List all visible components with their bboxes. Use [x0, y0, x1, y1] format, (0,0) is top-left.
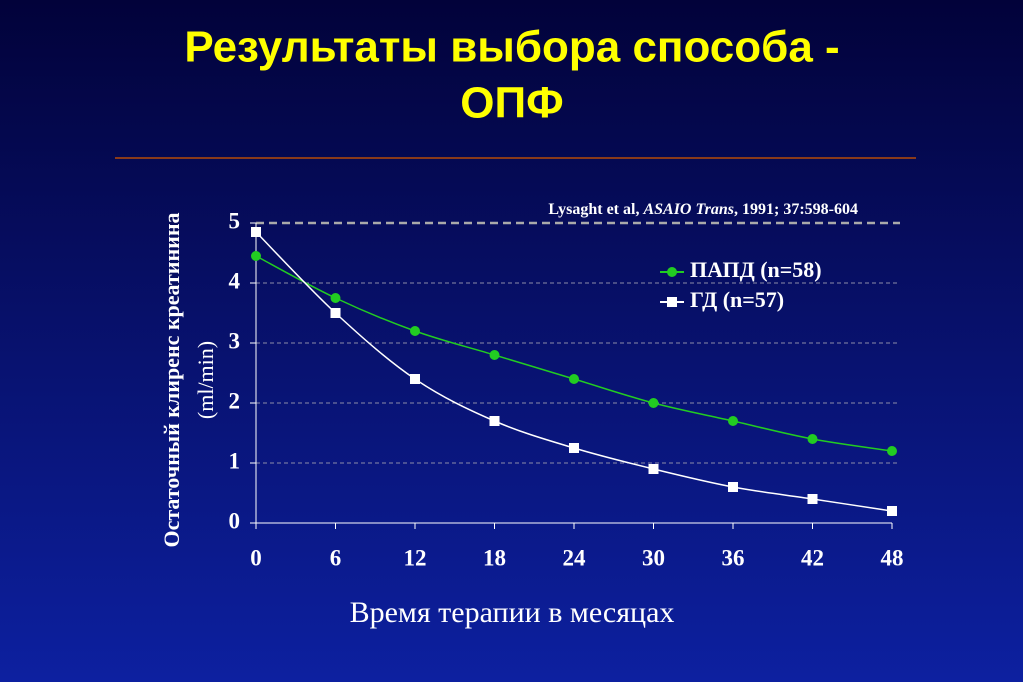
y-tick-label: 5 [229, 208, 241, 233]
marker [648, 398, 659, 408]
citation: Lysaght et al, ASAIO Trans, 1991; 37:598… [548, 201, 858, 218]
marker [887, 446, 897, 456]
y-tick-label: 0 [229, 508, 241, 533]
marker [807, 494, 818, 504]
y-axis-label-line: Остаточный клиренс креатинина [159, 212, 184, 547]
marker [728, 482, 738, 492]
marker [251, 227, 261, 237]
citation-part: , 1991; 37:598-604 [734, 201, 858, 218]
x-axis-label: Время терапии в месяцах [350, 596, 675, 629]
marker [410, 326, 420, 336]
marker [887, 506, 897, 516]
marker [667, 297, 677, 307]
marker [489, 350, 500, 360]
y-tick-label: 4 [229, 268, 241, 293]
y-axis-label: Остаточный клиренс креатинина (ml/min) [159, 212, 218, 547]
x-tick-label: 12 [404, 545, 427, 570]
citation-part: ASAIO Trans [642, 201, 734, 218]
x-tick-label: 42 [801, 545, 824, 570]
marker [330, 308, 341, 318]
marker [569, 374, 579, 384]
title-line: Результаты выбора способа - [184, 23, 839, 72]
marker [807, 434, 818, 444]
citation-part: Lysaght et al, [548, 201, 643, 218]
x-tick-label: 36 [722, 545, 745, 570]
marker [667, 267, 677, 277]
marker [251, 251, 261, 261]
x-tick-label: 0 [250, 545, 262, 570]
y-tick-label: 3 [229, 328, 241, 353]
title-line: ОПФ [460, 79, 563, 128]
marker [489, 416, 500, 426]
marker [648, 464, 659, 474]
x-tick-label: 6 [330, 545, 342, 570]
x-tick-label: 30 [642, 545, 665, 570]
series-line [255, 231, 893, 512]
legend-label: ПАПД (n=58) [690, 257, 822, 282]
y-tick-label: 2 [229, 388, 241, 413]
marker [728, 416, 738, 426]
y-tick-label: 1 [229, 448, 241, 473]
x-tick-label: 18 [483, 545, 506, 570]
legend-label: ГД (n=57) [690, 287, 784, 312]
y-axis-label-line: (ml/min) [193, 341, 218, 419]
marker [410, 374, 420, 384]
marker [330, 293, 341, 303]
x-tick-label: 24 [563, 545, 587, 570]
marker [569, 443, 579, 453]
x-tick-label: 48 [881, 545, 904, 570]
